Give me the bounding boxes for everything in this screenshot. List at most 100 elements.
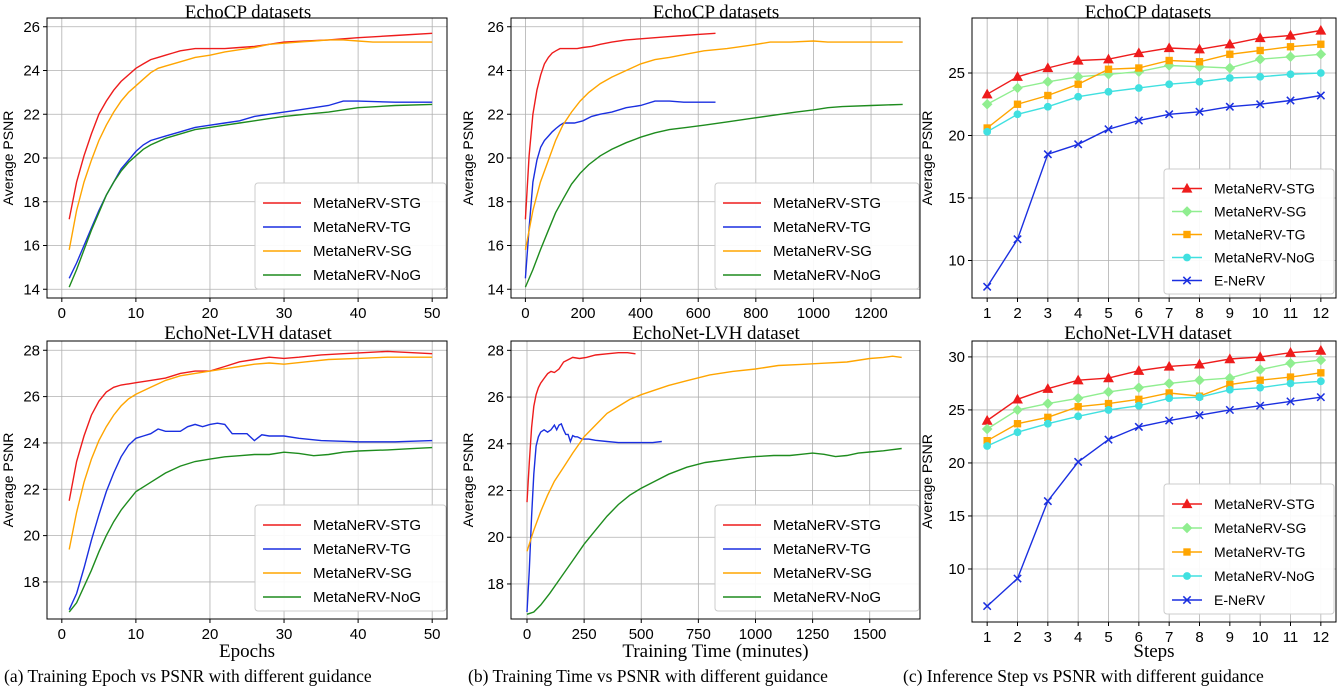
data-point-metanerv-nog [1286, 70, 1295, 79]
data-point-metanerv-nog [1104, 406, 1113, 414]
legend-label: MetaNeRV-STG [313, 195, 421, 212]
series-line-metanerv-stg [68, 350, 433, 501]
legend: MetaNeRV-STG MetaNeRV-TG MetaNeRV-SG MetaNe… [254, 182, 447, 290]
legend: MetaNeRV-STG MetaNeRV-SG MetaNeRV-TG MetaNe… [1163, 168, 1335, 295]
series-line-metanerv-stg [68, 32, 433, 220]
data-point-metanerv-tg [1286, 373, 1295, 381]
data-point-e-nerv [1286, 397, 1295, 406]
chart-title: EchoCP datasets [185, 2, 311, 23]
series-line-metanerv-sg [526, 355, 902, 552]
data-point-metanerv-sg [1254, 53, 1266, 65]
data-point-metanerv-stg [1194, 358, 1205, 369]
legend-marker [1181, 498, 1193, 509]
y-tick-label: 28 [23, 342, 40, 359]
x-tick-label: 0 [521, 305, 529, 322]
x-tick-label: 4 [1074, 629, 1082, 646]
data-point-metanerv-stg [1224, 353, 1236, 364]
data-point-metanerv-nog [1165, 394, 1174, 403]
data-point-metanerv-tg [1226, 50, 1234, 58]
x-tick-label: 3 [1044, 305, 1052, 322]
legend-marker [1183, 253, 1191, 262]
data-point-e-nerv [1043, 150, 1053, 159]
data-point-metanerv-sg [1285, 51, 1296, 63]
legend-label: MetaNeRV-TG [313, 219, 411, 236]
y-tick-label: 20 [23, 528, 40, 545]
y-tick-label: 30 [948, 349, 965, 366]
data-point-metanerv-stg [1103, 372, 1114, 383]
data-point-metanerv-stg [1133, 365, 1145, 375]
data-point-metanerv-tg [1074, 80, 1082, 88]
data-point-e-nerv [1073, 140, 1083, 149]
y-axis-label: Average PSNR [919, 111, 935, 206]
data-point-metanerv-tg [1165, 56, 1173, 65]
x-tick-label: 20 [202, 626, 219, 643]
y-tick-label: 22 [23, 106, 40, 123]
x-tick-label: 10 [128, 626, 145, 643]
data-point-metanerv-stg [1315, 344, 1327, 355]
x-tick-label: 750 [686, 626, 711, 643]
data-point-metanerv-nog [1013, 428, 1022, 437]
x-tick-label: 40 [350, 305, 367, 322]
legend-label: MetaNeRV-TG [1214, 544, 1306, 560]
x-tick-label: 1000 [739, 626, 772, 643]
chart-a-top: 0 10 20 30 40 50 14 16 18 20 22 24 26 EchoCP datasets… [0, 2, 448, 322]
y-tick-label: 24 [487, 436, 504, 453]
data-point-metanerv-tg [1286, 43, 1295, 51]
data-point-metanerv-sg [1254, 364, 1266, 375]
data-point-metanerv-sg [1012, 404, 1023, 416]
x-tick-label: 800 [743, 305, 768, 322]
series-line-metanerv-tg [68, 422, 433, 610]
data-point-metanerv-stg [1042, 62, 1054, 73]
data-point-metanerv-nog [1013, 110, 1022, 119]
legend: MetaNeRV-STG MetaNeRV-TG MetaNeRV-SG MetaNe… [254, 504, 447, 612]
chart-b-top: 0 200 400 600 800 1000 1200 14 16 18 20 22 24 26 EchoC… [460, 2, 921, 322]
y-tick-label: 26 [23, 389, 40, 406]
data-point-metanerv-sg [1103, 386, 1114, 398]
legend-marker [1181, 182, 1193, 193]
data-point-e-nerv [1073, 457, 1083, 467]
legend-label: MetaNeRV-SG [773, 565, 872, 582]
data-point-metanerv-stg [1254, 32, 1266, 43]
legend-box [1163, 168, 1335, 295]
series-line-e-nerv [986, 396, 1321, 607]
data-point-metanerv-stg [1012, 71, 1023, 81]
data-point-e-nerv [1134, 116, 1144, 125]
legend-box [254, 504, 447, 612]
plot-frame [971, 340, 1337, 623]
y-tick-label: 24 [23, 63, 40, 80]
y-tick-label: 14 [23, 281, 40, 298]
x-tick-label: 0 [58, 305, 66, 322]
y-axis-label: Average PSNR [0, 433, 16, 528]
data-point-metanerv-stg [1285, 29, 1296, 40]
caption-b: (b) Training Time vs PSNR with different… [468, 666, 828, 686]
data-point-metanerv-sg [1072, 71, 1084, 83]
data-point-metanerv-sg [1194, 374, 1205, 386]
data-point-metanerv-tg [1104, 65, 1113, 73]
y-tick-label: 25 [948, 65, 965, 82]
data-point-e-nerv [982, 282, 992, 291]
data-point-metanerv-nog [1195, 77, 1204, 86]
x-axis-label: Epochs [219, 641, 275, 662]
data-point-metanerv-sg [1285, 357, 1296, 369]
x-tick-label: 1000 [797, 305, 830, 322]
data-point-metanerv-tg [1195, 58, 1204, 66]
series-line-metanerv-sg [986, 53, 1321, 105]
data-point-metanerv-tg [1256, 376, 1264, 384]
data-point-metanerv-sg [1315, 48, 1327, 60]
chart-title: EchoNet-LVH dataset [164, 323, 332, 344]
x-tick-label: 9 [1226, 629, 1234, 646]
series-line-metanerv-sg [68, 356, 433, 550]
data-point-metanerv-tg [1013, 420, 1022, 428]
legend-box [254, 182, 447, 290]
legend-label: E-NeRV [1214, 592, 1266, 608]
data-point-e-nerv [1316, 392, 1326, 402]
data-point-metanerv-nog [1225, 74, 1234, 82]
legend-marker [1182, 595, 1192, 605]
data-point-metanerv-stg [1072, 54, 1084, 65]
chart-title: EchoNet-LVH dataset [1064, 323, 1232, 344]
y-tick-label: 18 [23, 194, 40, 211]
x-tick-label: 9 [1226, 305, 1234, 322]
y-axis-label: Average PSNR [0, 111, 16, 206]
data-point-e-nerv [1255, 100, 1265, 109]
